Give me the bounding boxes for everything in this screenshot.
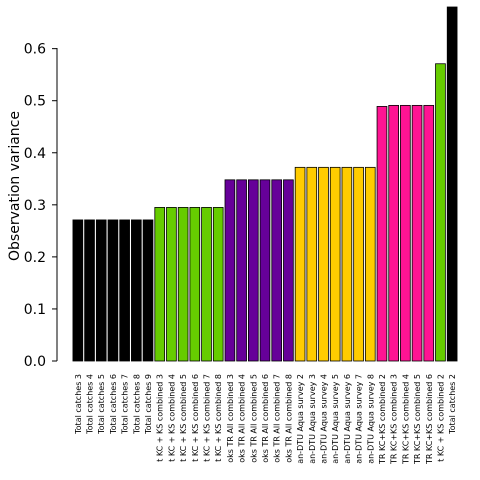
bar <box>353 166 364 362</box>
x-tick-label: t KC + KS combined 4 <box>167 374 176 462</box>
x-tick-label: TR KC+KS combined 2 <box>378 374 387 465</box>
x-tick-label: TR KC+KS combined 4 <box>401 374 410 465</box>
bar <box>107 219 119 362</box>
x-tick-label: an-DTU Aqua survey 5 <box>331 374 340 464</box>
bar <box>224 179 236 362</box>
bar <box>294 166 306 362</box>
x-tick-label: Total catches 8 <box>132 374 141 435</box>
bar <box>177 207 189 362</box>
bar <box>306 166 318 362</box>
x-tick-label: an-DTU Aqua survey 6 <box>343 374 352 464</box>
x-tick-label: oks TR All combined 5 <box>249 374 258 463</box>
bar <box>119 219 130 362</box>
y-tick-label: 0.1 <box>24 302 46 318</box>
bar <box>364 166 376 362</box>
x-tick-label: Total catches 9 <box>144 374 153 435</box>
bar <box>446 6 458 362</box>
x-tick-label: t KC + KS combined 3 <box>156 374 165 462</box>
x-tick-label: an-DTU Aqua survey 7 <box>355 374 364 464</box>
bar <box>271 179 283 362</box>
bar <box>95 219 107 362</box>
x-tick-label: an-DTU Aqua survey 8 <box>366 374 375 464</box>
bar <box>318 166 329 362</box>
bars <box>72 6 458 362</box>
x-tick-label: an-DTU Aqua survey 3 <box>308 374 317 464</box>
bar <box>329 166 341 362</box>
x-tick-label: t KC + KS combined 2 <box>436 374 445 462</box>
y-tick-label: 0.3 <box>24 198 46 214</box>
x-tick-label: oks TR All combined 4 <box>238 374 247 463</box>
x-tick-label: TR KC+KS combined 5 <box>413 374 422 465</box>
x-tick-label: Total catches 6 <box>109 374 118 435</box>
x-tick-label: an-DTU Aqua survey 2 <box>296 374 305 464</box>
bar <box>201 207 212 362</box>
bar <box>166 207 177 362</box>
bar <box>435 63 446 362</box>
bar <box>388 104 399 362</box>
bar <box>189 207 201 362</box>
y-tick-label: 0.0 <box>24 354 46 370</box>
x-tick-label: an-DTU Aqua survey 4 <box>319 374 328 464</box>
bar <box>131 219 142 362</box>
x-tick-label: t KC + KS combined 8 <box>214 374 223 462</box>
y-tick-label: 0.4 <box>24 146 46 162</box>
bar <box>72 219 84 362</box>
y-tick-label: 0.6 <box>24 42 46 58</box>
x-tick-label: Total catches 4 <box>86 374 95 435</box>
bar <box>400 104 411 362</box>
x-tick-label: oks TR All combined 7 <box>273 374 282 463</box>
x-tick-label: Total catches 2 <box>448 374 457 435</box>
x-tick-label: oks TR All combined 8 <box>284 374 293 463</box>
x-tick-label: Total catches 3 <box>74 374 83 435</box>
bar <box>142 219 154 362</box>
bar <box>411 104 423 362</box>
bar <box>283 179 294 362</box>
x-tick-label: oks TR All combined 6 <box>261 374 270 463</box>
bar <box>423 104 435 362</box>
y-axis-label: Observation variance <box>7 111 23 261</box>
bar <box>247 179 259 362</box>
x-tick-label: Total catches 7 <box>121 374 130 435</box>
x-tick-label: t KC + KS combined 5 <box>179 374 188 462</box>
x-tick-label: TR KC+KS combined 3 <box>390 374 399 465</box>
bar <box>341 166 353 362</box>
bar <box>376 106 388 362</box>
x-tick-label: Total catches 5 <box>97 374 106 435</box>
bar <box>84 219 95 362</box>
x-tick-label: TR KC+KS combined 6 <box>425 374 434 465</box>
y-tick-label: 0.5 <box>24 94 46 110</box>
bar <box>154 207 166 362</box>
bar <box>212 207 224 362</box>
x-tick-label: oks TR All combined 3 <box>226 374 235 463</box>
x-tick-label: t KC + KS combined 7 <box>203 374 212 462</box>
bar <box>259 179 271 362</box>
y-axis: 0.0 0.1 0.2 0.3 0.4 0.5 0.6 <box>24 42 58 370</box>
x-tick-labels: Total catches 3 Total catches 4 Total catc… <box>74 374 457 465</box>
bar <box>236 179 247 362</box>
y-tick-label: 0.2 <box>24 250 46 266</box>
x-tick-label: t KC + KS combined 6 <box>191 374 200 462</box>
